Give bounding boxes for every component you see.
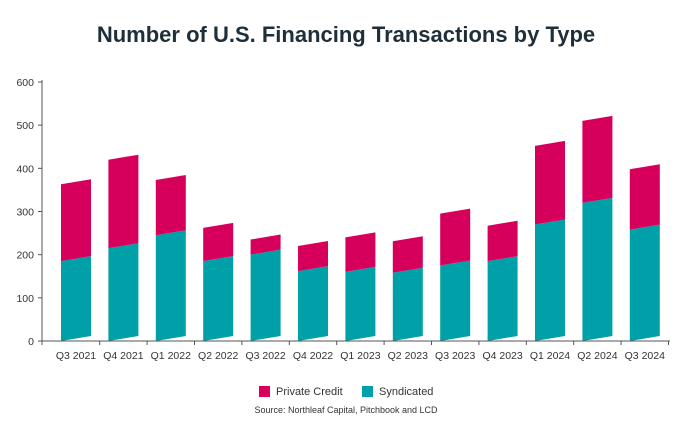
bar-private-credit <box>108 154 139 249</box>
y-axis: 0 100 200 300 400 500 600 <box>16 77 43 348</box>
legend-label-private-credit: Private Credit <box>276 386 343 398</box>
x-tick-label: Q1 2022 <box>151 350 191 362</box>
bar-syndicated <box>440 260 471 341</box>
x-tick-label: Q2 2024 <box>577 350 617 362</box>
bar-private-credit <box>250 234 281 255</box>
y-tick-label: 400 <box>16 163 34 175</box>
bar-syndicated <box>345 266 376 341</box>
bar-syndicated <box>155 230 186 341</box>
bars <box>61 115 660 341</box>
y-tick-label: 0 <box>28 336 34 348</box>
legend-swatch-syndicated <box>362 386 373 397</box>
bar-syndicated <box>582 197 613 341</box>
y-tick-label: 200 <box>16 250 34 262</box>
source-note: Source: Northleaf Capital, Pitchbook and… <box>254 405 438 415</box>
bar-private-credit <box>203 222 234 262</box>
x-tick-label: Q3 2021 <box>56 350 96 362</box>
bar-syndicated <box>108 243 139 341</box>
legend: Private Credit Syndicated <box>259 386 433 398</box>
legend-swatch-private-credit <box>259 386 270 397</box>
x-tick-label: Q4 2023 <box>482 350 522 362</box>
bar-private-credit <box>345 232 376 272</box>
bar-syndicated <box>203 256 234 341</box>
x-tick-label: Q4 2022 <box>293 350 333 362</box>
x-tick-label: Q3 2024 <box>625 350 665 362</box>
x-tick-label: Q1 2023 <box>340 350 380 362</box>
bar-private-credit <box>155 174 186 236</box>
bar-private-credit <box>487 220 518 262</box>
legend-label-syndicated: Syndicated <box>379 386 433 398</box>
bar-private-credit <box>298 241 328 272</box>
bar-private-credit <box>629 164 660 230</box>
x-tick-label: Q3 2022 <box>245 350 285 362</box>
x-tick-label: Q2 2023 <box>388 350 428 362</box>
bar-syndicated <box>629 224 660 341</box>
bar-syndicated <box>392 267 423 341</box>
bar-syndicated <box>298 266 328 341</box>
y-tick-label: 500 <box>16 120 34 132</box>
bar-syndicated <box>487 256 518 341</box>
x-tick-label: Q1 2024 <box>530 350 570 362</box>
y-tick-label: 100 <box>16 293 34 305</box>
x-tick-label: Q2 2022 <box>198 350 238 362</box>
y-tick-label: 600 <box>16 77 34 89</box>
bar-syndicated <box>61 256 91 341</box>
bar-private-credit <box>61 179 91 262</box>
x-tick-label: Q3 2023 <box>435 350 475 362</box>
bar-private-credit <box>535 140 565 225</box>
bar-syndicated <box>250 249 281 341</box>
chart-title: Number of U.S. Financing Transactions by… <box>97 22 595 47</box>
bar-private-credit <box>440 208 471 266</box>
bar-private-credit <box>392 236 423 273</box>
bar-syndicated <box>535 219 565 341</box>
y-tick-label: 300 <box>16 207 34 219</box>
x-axis: Q3 2021 Q4 2021 Q1 2022 Q2 2022 Q3 2022 Q4 20… <box>41 340 670 362</box>
bar-private-credit <box>582 115 613 203</box>
x-tick-label: Q4 2021 <box>103 350 143 362</box>
